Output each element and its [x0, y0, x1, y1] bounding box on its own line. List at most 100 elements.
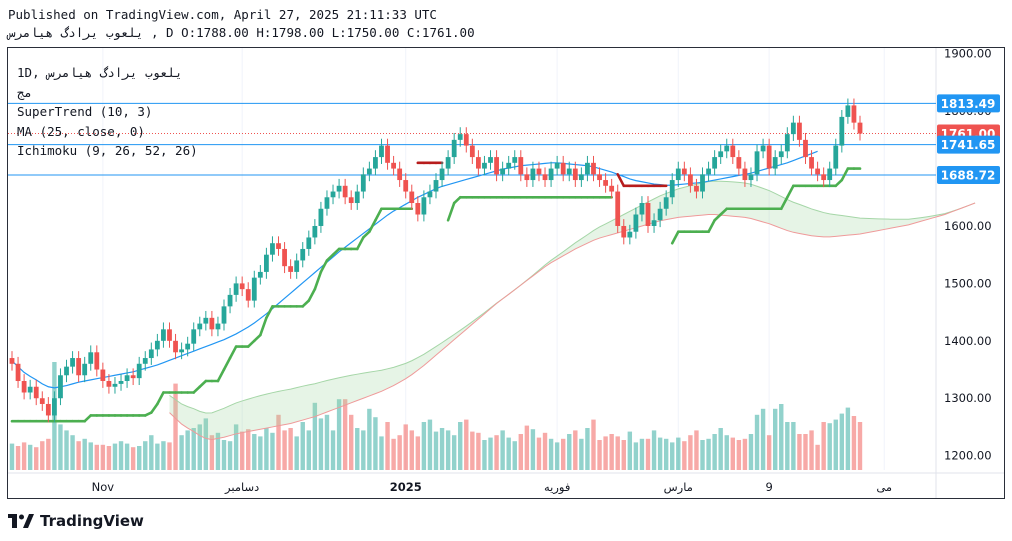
candle-body — [772, 157, 778, 169]
candle-body — [409, 191, 415, 204]
candle-body — [700, 174, 705, 192]
candle-body — [415, 203, 421, 215]
x-tick-label: دسامبر — [224, 480, 259, 495]
candle-body — [257, 271, 263, 278]
volume-bar — [373, 417, 378, 470]
volume-bar — [312, 402, 318, 470]
candle-body — [142, 358, 148, 364]
volume-bar — [106, 446, 112, 470]
volume-bar — [143, 441, 148, 470]
candle-body — [554, 162, 560, 169]
candle-body — [324, 197, 330, 209]
candle-body — [560, 162, 566, 175]
volume-bar — [203, 418, 209, 470]
candle-body — [585, 162, 590, 175]
volume-bar — [591, 419, 596, 470]
candle-body — [803, 139, 808, 158]
supertrend-segment — [313, 270, 323, 291]
candle-body — [88, 352, 94, 364]
candle-body — [360, 174, 366, 192]
volume-bar — [506, 437, 511, 470]
volume-bar — [803, 434, 808, 470]
supertrend-segment — [228, 345, 238, 360]
supertrend-segment — [319, 259, 329, 274]
legend-ichimoku[interactable]: Ichimoku (9, 26, 52, 26) — [17, 143, 198, 158]
candle-body — [94, 352, 100, 370]
candle-body — [518, 157, 524, 175]
volume-bar — [155, 443, 160, 470]
volume-bar — [439, 428, 445, 470]
candle-body — [469, 145, 475, 158]
candle-body — [64, 366, 69, 376]
supertrend-segment — [156, 391, 165, 406]
price-tag-label: 1688.72 — [941, 169, 996, 183]
volume-bar — [361, 430, 366, 470]
volume-bar — [494, 435, 499, 470]
candle-body — [348, 197, 354, 204]
legend-interval-symbol: 1D, يلعوب يرادگ هيامرس — [17, 65, 183, 80]
candle-body — [506, 162, 512, 169]
candle-body — [760, 145, 766, 152]
y-tick-label: 1600.00 — [944, 219, 992, 233]
y-tick-label: 1200.00 — [944, 449, 992, 463]
candle-body — [778, 151, 784, 158]
candle-body — [33, 386, 39, 399]
y-tick-label: 1300.00 — [944, 391, 992, 405]
candle-body — [233, 283, 239, 295]
supertrend-segment — [616, 173, 626, 188]
legend-supertrend[interactable]: SuperTrend (10, 3) — [17, 104, 153, 119]
price-tag-bg — [937, 135, 1000, 154]
candle-body — [209, 317, 215, 330]
candle-body — [336, 185, 342, 192]
legend-exchange: مج — [17, 84, 33, 100]
volume-bar — [645, 438, 651, 470]
volume-bar — [270, 432, 275, 470]
candle-body — [227, 294, 233, 307]
candle-body — [58, 375, 63, 399]
legend-ma[interactable]: MA (25, close, 0) — [17, 123, 145, 139]
candle-body — [70, 358, 75, 367]
volume-bar — [397, 435, 402, 470]
supertrend-segment — [779, 195, 789, 211]
volume-bar — [542, 432, 548, 470]
candle-body — [827, 168, 833, 181]
supertrend-segment — [452, 195, 462, 205]
supertrend-segment — [265, 305, 274, 320]
candle-body — [790, 122, 796, 135]
volume-bar — [324, 414, 330, 470]
ichimoku-span-b — [169, 202, 976, 441]
y-tick-label: 1500.00 — [944, 276, 992, 290]
volume-bar — [718, 428, 723, 470]
volume-bar — [476, 432, 481, 470]
volume-bar — [482, 440, 487, 470]
candle-body — [639, 203, 645, 215]
supertrend-segment — [246, 339, 256, 348]
volume-bar — [754, 414, 760, 470]
volume-bar — [124, 443, 130, 470]
volume-bar — [100, 444, 106, 470]
volume-bar — [579, 438, 584, 470]
volume-bar — [797, 434, 802, 470]
chart-frame[interactable] — [7, 47, 1005, 499]
volume-bar — [445, 430, 451, 470]
candle-body — [318, 208, 324, 226]
volume-bar — [609, 434, 614, 470]
volume-bar — [385, 422, 390, 470]
candle-body — [76, 358, 82, 376]
volume-bar — [730, 437, 735, 470]
volume-bar — [336, 399, 342, 470]
candle-body — [718, 151, 724, 158]
volume-bar — [21, 442, 27, 470]
candle-body — [524, 174, 530, 181]
price-tag-label: 1741.65 — [941, 138, 996, 152]
volume-bar — [88, 442, 93, 470]
volume-bar — [833, 419, 838, 470]
candle-body — [657, 208, 663, 221]
x-tick-label: فوریه — [544, 480, 570, 495]
candle-body — [124, 375, 130, 382]
volume-bar — [700, 440, 705, 470]
volume-bar — [209, 435, 215, 470]
volume-bar — [488, 437, 493, 470]
volume-bar — [597, 440, 602, 470]
